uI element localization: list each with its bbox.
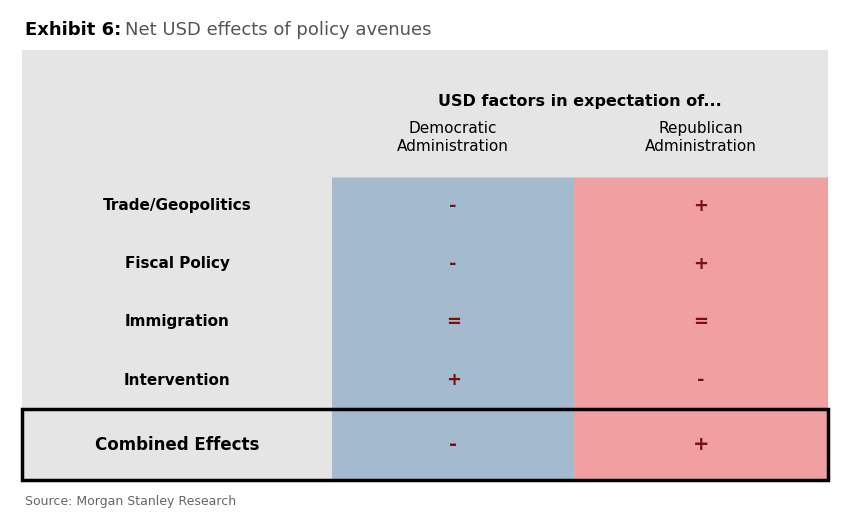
- Text: USD factors in expectation of...: USD factors in expectation of...: [438, 94, 722, 109]
- Text: -: -: [449, 197, 457, 215]
- Text: =: =: [694, 313, 709, 331]
- Text: Fiscal Policy: Fiscal Policy: [125, 256, 230, 271]
- Text: Administration: Administration: [397, 139, 509, 154]
- Text: Immigration: Immigration: [125, 315, 230, 330]
- Bar: [332, 50, 828, 177]
- Text: Republican: Republican: [659, 121, 744, 136]
- Text: Exhibit 6:: Exhibit 6:: [25, 21, 121, 39]
- Text: Combined Effects: Combined Effects: [95, 436, 259, 453]
- Text: +: +: [694, 197, 709, 215]
- Text: Administration: Administration: [645, 139, 757, 154]
- Text: -: -: [449, 435, 457, 454]
- Bar: [332, 50, 574, 480]
- Text: +: +: [693, 435, 709, 454]
- Text: -: -: [697, 371, 705, 389]
- Bar: [22, 409, 828, 480]
- Text: Trade/Geopolitics: Trade/Geopolitics: [103, 198, 252, 213]
- Text: Democratic: Democratic: [409, 121, 498, 136]
- Text: Intervention: Intervention: [124, 372, 231, 387]
- Text: +: +: [694, 255, 709, 273]
- Bar: [574, 50, 828, 480]
- Text: +: +: [446, 371, 460, 389]
- Text: =: =: [446, 313, 460, 331]
- Text: Source: Morgan Stanley Research: Source: Morgan Stanley Research: [25, 496, 236, 509]
- Bar: [22, 50, 828, 480]
- Text: Net USD effects of policy avenues: Net USD effects of policy avenues: [125, 21, 432, 39]
- Text: -: -: [449, 255, 457, 273]
